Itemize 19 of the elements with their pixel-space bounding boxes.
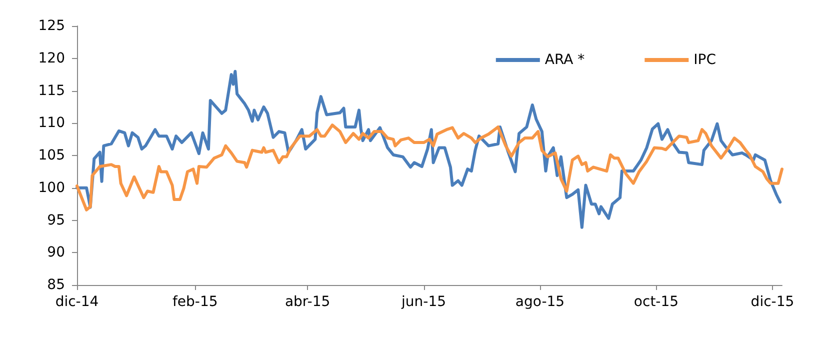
x-tick-label: ago-15 [515,294,565,310]
y-tick-label: 105 [38,148,65,164]
y-tick-label: 120 [38,50,65,66]
x-tick-label: feb-15 [172,294,218,310]
y-tick-label: 125 [38,18,65,34]
legend-label: ARA * [544,52,585,68]
legend-label: IPC [694,52,716,68]
x-tick-label: jun-15 [400,294,446,310]
line-series [76,124,784,212]
y-tick-label: 100 [38,180,65,196]
y-tick-label: 95 [47,212,65,228]
x-tick-label: abr-15 [284,294,330,310]
y-tick-label: 85 [47,277,65,293]
x-tick-label: dic-15 [750,294,794,310]
x-tick-label: oct-15 [634,294,679,310]
y-tick-label: 110 [38,115,65,132]
y-tick-label: 115 [38,82,65,99]
x-tick-label: dic-14 [55,294,99,310]
y-tick-label: 90 [47,244,65,261]
